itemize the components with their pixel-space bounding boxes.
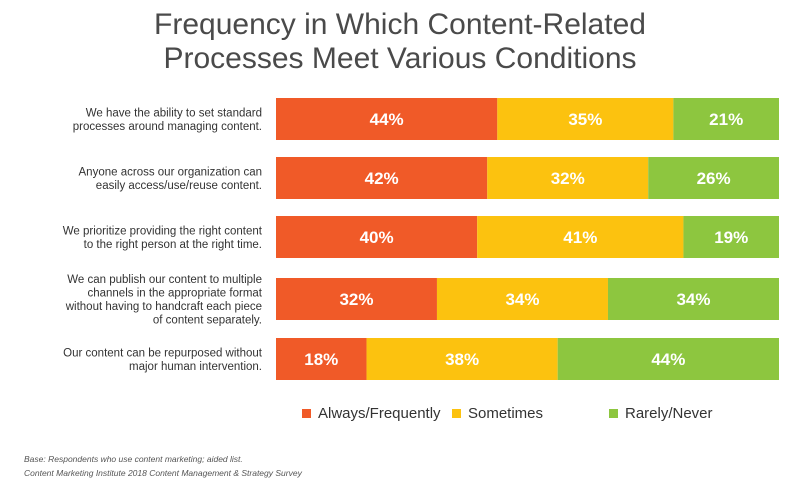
category-label-5-line-1: Our content can be repurposed without xyxy=(63,347,263,359)
footnote-source: Content Marketing Institute 2018 Content… xyxy=(24,468,302,478)
bar-always-1 xyxy=(276,98,498,140)
value-label-rarely-1: 21% xyxy=(709,110,743,129)
bar-sometimes-4 xyxy=(436,278,608,320)
category-label-4-line-1: We can publish our content to multiple xyxy=(67,274,262,286)
bar-always-5 xyxy=(276,338,367,380)
category-label-4-line-3: without having to handcraft each piece xyxy=(65,301,262,313)
category-label-3-line-2: to the right person at the right time. xyxy=(84,239,262,251)
value-label-sometimes-1: 35% xyxy=(568,110,602,129)
value-label-always-1: 44% xyxy=(370,110,404,129)
value-label-always-3: 40% xyxy=(360,228,394,247)
legend-label-sometimes: Sometimes xyxy=(468,405,543,422)
value-label-always-4: 32% xyxy=(339,290,373,309)
chart-title-line-2: Processes Meet Various Conditions xyxy=(163,42,637,75)
bar-always-3 xyxy=(276,216,478,258)
chart-title: Frequency in Which Content-Related Proce… xyxy=(0,8,800,76)
category-label-2-line-1: Anyone across our organization can xyxy=(79,166,262,178)
value-label-sometimes-5: 38% xyxy=(445,350,479,369)
value-label-rarely-4: 34% xyxy=(676,290,710,309)
value-label-always-2: 42% xyxy=(365,169,399,188)
legend-label-rarely: Rarely/Never xyxy=(625,405,713,422)
legend-swatch-always xyxy=(302,409,311,418)
category-label-5-line-2: major human intervention. xyxy=(129,361,262,373)
category-label-4-line-2: channels in the appropriate format xyxy=(87,287,262,299)
value-label-rarely-3: 19% xyxy=(714,228,748,247)
bar-rarely-1 xyxy=(673,98,779,140)
bar-sometimes-2 xyxy=(487,157,649,199)
category-label-3-line-1: We prioritize providing the right conten… xyxy=(63,225,263,237)
legend-label-always: Always/Frequently xyxy=(318,405,441,422)
category-label-1-line-2: processes around managing content. xyxy=(73,121,262,133)
bar-sometimes-1 xyxy=(497,98,674,140)
category-label-2-line-2: easily access/use/reuse content. xyxy=(96,180,262,192)
legend-swatch-rarely xyxy=(609,409,618,418)
bar-rarely-3 xyxy=(683,216,779,258)
value-label-sometimes-4: 34% xyxy=(505,290,539,309)
bar-always-4 xyxy=(276,278,437,320)
bar-rarely-2 xyxy=(648,157,779,199)
value-label-rarely-2: 26% xyxy=(697,169,731,188)
bar-sometimes-3 xyxy=(477,216,684,258)
category-label-4-line-4: of content separately. xyxy=(153,314,262,326)
bar-rarely-5 xyxy=(557,338,779,380)
bar-sometimes-5 xyxy=(366,338,558,380)
bar-rarely-4 xyxy=(607,278,779,320)
value-label-sometimes-3: 41% xyxy=(563,228,597,247)
value-label-always-5: 18% xyxy=(304,350,338,369)
bar-always-2 xyxy=(276,157,488,199)
value-label-sometimes-2: 32% xyxy=(551,169,585,188)
category-label-1-line-1: We have the ability to set standard xyxy=(86,107,262,119)
footnote-base: Base: Respondents who use content market… xyxy=(24,454,243,464)
chart-title-line-1: Frequency in Which Content-Related xyxy=(154,8,646,41)
value-label-rarely-5: 44% xyxy=(651,350,685,369)
legend-swatch-sometimes xyxy=(452,409,461,418)
